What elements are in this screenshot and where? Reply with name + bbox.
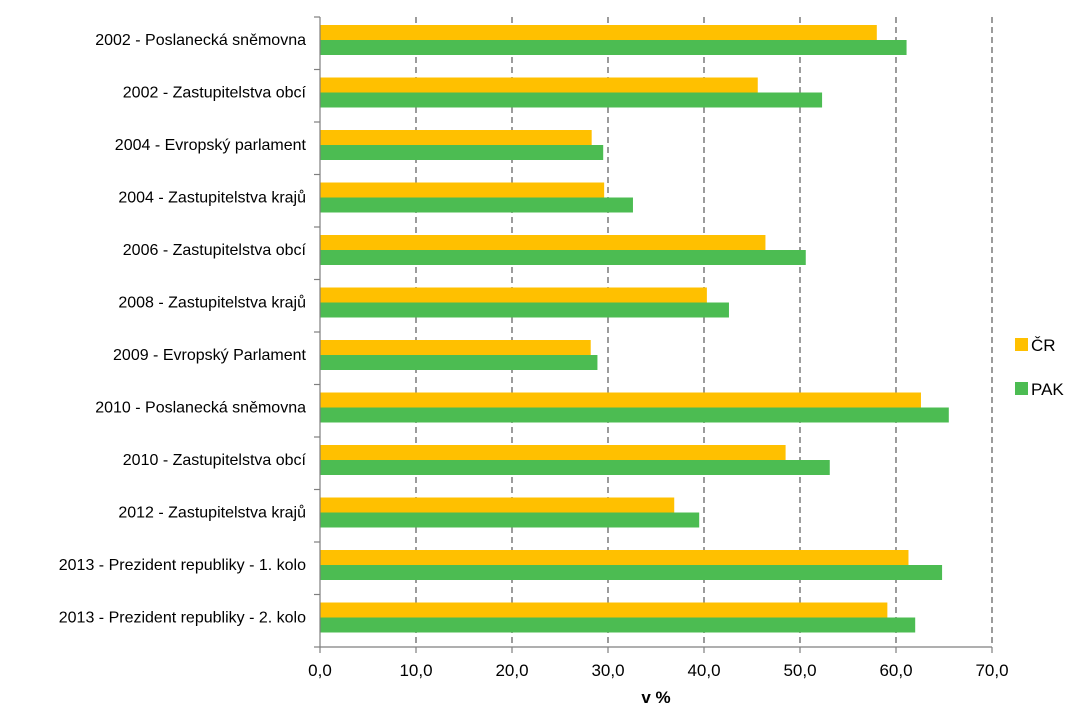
bar-cr-6 — [320, 340, 591, 355]
bar-cr-1 — [320, 77, 758, 93]
bar-cr-11 — [320, 602, 888, 618]
legend: ČR PAK — [1015, 336, 1064, 399]
x-tick-label-2: 20,0 — [495, 661, 528, 680]
bar-pak-3 — [320, 197, 633, 213]
bar-pak-4 — [320, 250, 806, 265]
x-tick-label-3: 30,0 — [591, 661, 624, 680]
x-tick-label-7: 70,0 — [975, 661, 1008, 680]
bar-cr-5 — [320, 287, 707, 303]
gridlines — [415, 17, 993, 647]
category-label-0: 2002 - Poslanecká sněmovna — [95, 32, 306, 49]
bar-pak-9 — [320, 512, 700, 528]
bar-cr-8 — [320, 445, 786, 460]
legend-label-cr: ČR — [1031, 336, 1056, 355]
category-label-6: 2009 - Evropský Parlament — [113, 347, 307, 364]
x-tick-labels: 0,0 10,0 20,0 30,0 40,0 50,0 60,0 70,0 — [308, 661, 1008, 680]
bar-pak-1 — [320, 92, 823, 108]
legend-swatch-pak — [1015, 382, 1028, 395]
bar-cr-7 — [320, 392, 921, 408]
category-label-10: 2013 - Prezident republiky - 1. kolo — [59, 557, 306, 574]
category-label-8: 2010 - Zastupitelstva obcí — [123, 452, 307, 469]
legend-swatch-cr — [1015, 338, 1028, 351]
category-labels: 2002 - Poslanecká sněmovna 2002 - Zastupi… — [59, 32, 307, 627]
x-tick-label-4: 40,0 — [687, 661, 720, 680]
x-tick-label-5: 50,0 — [783, 661, 816, 680]
bar-pak-6 — [320, 355, 598, 370]
bar-cr-10 — [320, 550, 909, 565]
x-tick-label-1: 10,0 — [399, 661, 432, 680]
bar-pak-5 — [320, 302, 729, 318]
bar-pak-11 — [320, 617, 916, 633]
category-label-7: 2010 - Poslanecká sněmovna — [95, 400, 306, 417]
bar-cr-0 — [320, 25, 877, 40]
bar-pak-10 — [320, 565, 943, 580]
x-tick-label-0: 0,0 — [308, 661, 332, 680]
legend-label-pak: PAK — [1031, 380, 1064, 399]
bar-pak-2 — [320, 145, 604, 160]
bar-cr-4 — [320, 235, 766, 250]
bar-cr-3 — [320, 182, 605, 198]
category-label-9: 2012 - Zastupitelstva krajů — [118, 504, 306, 522]
category-label-5: 2008 - Zastupitelstva krajů — [118, 294, 306, 312]
bar-cr-9 — [320, 497, 675, 513]
category-label-2: 2004 - Evropský parlament — [115, 137, 307, 154]
category-label-11: 2013 - Prezident republiky - 2. kolo — [59, 610, 306, 627]
category-label-3: 2004 - Zastupitelstva krajů — [118, 189, 306, 207]
category-label-4: 2006 - Zastupitelstva obcí — [123, 242, 307, 259]
category-label-1: 2002 - Zastupitelstva obcí — [123, 85, 307, 102]
x-axis-title: v % — [641, 688, 670, 707]
x-tick-label-6: 60,0 — [879, 661, 912, 680]
bar-pak-0 — [320, 40, 907, 55]
bar-pak-7 — [320, 407, 949, 423]
axes — [314, 16, 993, 653]
bar-pak-8 — [320, 460, 830, 475]
bars — [320, 25, 949, 633]
bar-cr-2 — [320, 130, 592, 145]
